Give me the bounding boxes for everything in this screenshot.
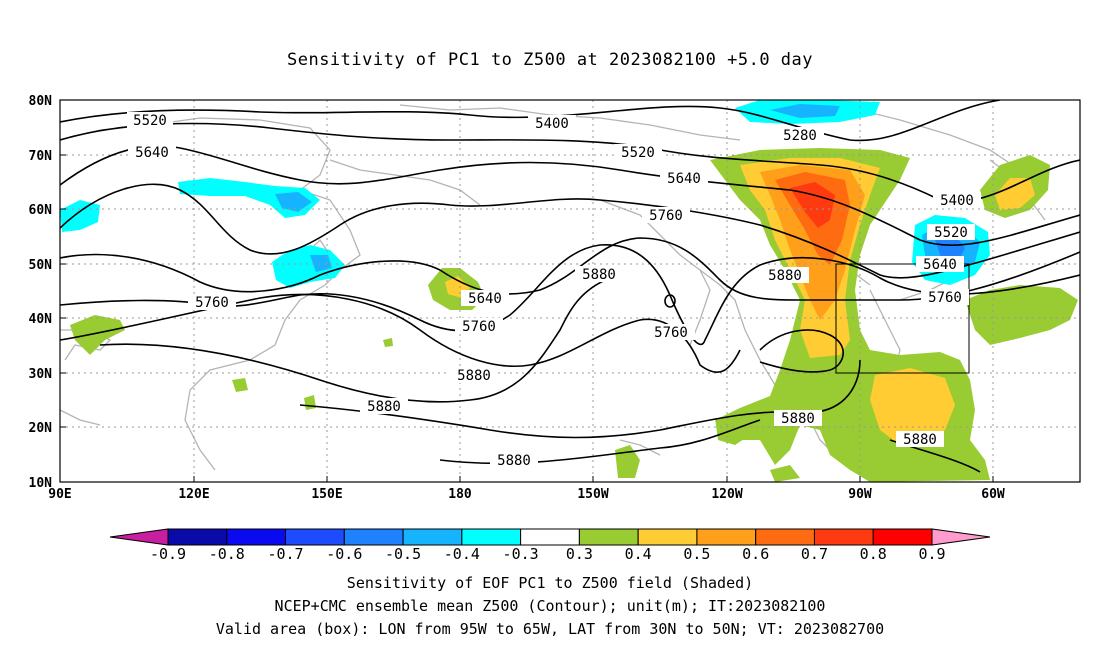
colorbar-swatch — [167, 528, 228, 546]
colorbar-swatch — [343, 528, 404, 546]
lat-lon-grid — [60, 100, 1080, 482]
lat-label: 10N — [29, 476, 53, 491]
contour-label: 5760 — [195, 295, 229, 311]
colorbar-label: -0.8 — [209, 545, 245, 563]
caption-line-3: Valid area (box): LON from 95W to 65W, L… — [215, 620, 885, 638]
contour-label: 5640 — [923, 257, 957, 273]
longitude-labels: 90E 120E 150E 180 150W 120W 90W 60W — [48, 487, 1005, 502]
axis-ticks — [60, 99, 994, 482]
colorbar-label: -0.3 — [503, 545, 539, 563]
contour-label: 5880 — [768, 268, 802, 284]
map-title: Sensitivity of PC1 to Z500 at 2023082100… — [286, 50, 813, 70]
contour-label: 5760 — [654, 325, 688, 341]
contour-label: 5400 — [940, 193, 974, 209]
contour-label: 5760 — [928, 290, 962, 306]
colorbar-label: 0.9 — [918, 545, 945, 563]
lon-label: 150E — [311, 487, 342, 502]
colorbar-label: 0.8 — [860, 545, 887, 563]
contour-label: 5280 — [783, 128, 817, 144]
lon-label: 120W — [711, 487, 742, 502]
colorbar-label: 0.6 — [742, 545, 769, 563]
contour-label: 5520 — [133, 113, 167, 129]
map-plot-area: 5520 5640 5760 5400 5520 5640 5760 5880 … — [60, 100, 1080, 482]
colorbar-swatch — [872, 528, 933, 546]
lon-label: 120E — [178, 487, 209, 502]
colorbar-label: -0.6 — [326, 545, 362, 563]
colorbar-label: -0.4 — [444, 545, 480, 563]
lon-label: 90E — [48, 487, 71, 502]
lat-label: 50N — [29, 258, 53, 273]
colorbar-label: 0.5 — [683, 545, 710, 563]
colorbar-swatch — [520, 528, 580, 546]
contour-label: 5760 — [649, 208, 683, 224]
colorbar-label: -0.7 — [267, 545, 303, 563]
colorbar-labels: -0.9 -0.8 -0.7 -0.6 -0.5 -0.4 -0.3 0.3 0.4 0.5 0.6… — [150, 545, 946, 563]
lat-label: 70N — [29, 149, 53, 164]
lat-label: 60N — [29, 203, 53, 218]
colorbar-label: 0.4 — [625, 545, 652, 563]
colorbar-swatch — [226, 528, 287, 546]
contour-label: 5520 — [621, 145, 655, 161]
lat-label: 30N — [29, 367, 53, 382]
contour-label: 5760 — [462, 319, 496, 335]
colorbar-swatch — [637, 528, 698, 546]
contour-label: 5880 — [903, 432, 937, 448]
caption-line-1: Sensitivity of EOF PC1 to Z500 field (Sh… — [346, 574, 754, 592]
lon-label: 180 — [448, 487, 472, 502]
colorbar-boxes — [167, 528, 933, 546]
colorbar-label: -0.9 — [150, 545, 186, 563]
colorbar: -0.9 -0.8 -0.7 -0.6 -0.5 -0.4 -0.3 0.3 0.4 0.5 0.6… — [109, 528, 991, 563]
map-frame — [59, 99, 1081, 483]
lon-label: 150W — [577, 487, 608, 502]
colorbar-label: 0.3 — [566, 545, 593, 563]
caption-line-2: NCEP+CMC ensemble mean Z500 (Contour); u… — [274, 597, 826, 615]
lon-label: 60W — [981, 487, 1005, 502]
contour-label: 5880 — [582, 267, 616, 283]
contour-label: 5640 — [135, 145, 169, 161]
contour-label: 5640 — [667, 171, 701, 187]
colorbar-swatch — [461, 528, 522, 546]
lat-label: 80N — [29, 94, 53, 109]
colorbar-swatch — [696, 528, 757, 546]
lon-label: 90W — [848, 487, 872, 502]
colorbar-label: -0.5 — [385, 545, 421, 563]
contour-label: 5880 — [497, 453, 531, 469]
colorbar-swatch — [755, 528, 815, 546]
colorbar-swatch — [578, 528, 639, 546]
colorbar-label: 0.7 — [801, 545, 828, 563]
colorbar-swatch — [402, 528, 463, 546]
contour-label: 5400 — [535, 116, 569, 132]
contour-label: 5880 — [781, 411, 815, 427]
colorbar-swatch — [813, 528, 874, 546]
valid-area-box — [835, 263, 970, 374]
lat-label: 20N — [29, 421, 53, 436]
colorbar-high-triangle — [931, 528, 991, 546]
lat-label: 40N — [29, 312, 53, 327]
latitude-labels: 80N 70N 60N 50N 40N 30N 20N 10N — [29, 94, 53, 491]
contour-label: 5880 — [367, 399, 401, 415]
contour-label: 5880 — [457, 368, 491, 384]
contour-label: 5640 — [468, 291, 502, 307]
colorbar-low-triangle — [109, 528, 169, 546]
colorbar-swatch — [285, 528, 345, 546]
contour-label-group: 5520 5640 5760 5400 5520 5640 5760 5880 … — [127, 112, 981, 469]
contour-label: 5520 — [934, 225, 968, 241]
